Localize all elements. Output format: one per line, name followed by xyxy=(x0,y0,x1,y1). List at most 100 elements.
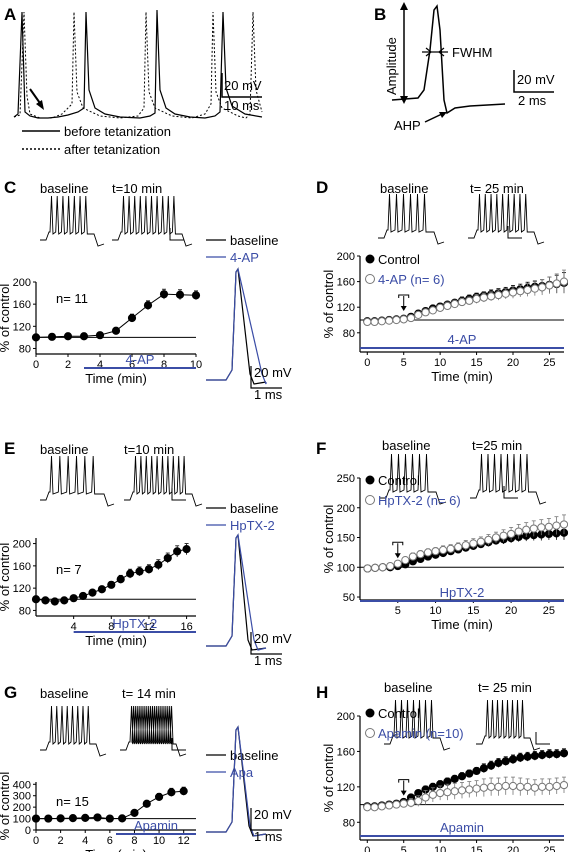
chart-f-series-1-point xyxy=(469,539,478,548)
chart-g-xtick-label: 2 xyxy=(58,835,64,847)
burst-g-treatment xyxy=(120,705,187,757)
chart-f: 50 100 150 200 250 5 10 15 20 25 Time (min) % of co… xyxy=(321,473,568,632)
chart-h-xtick-label: 5 xyxy=(401,845,407,852)
chart-d-legend-marker-1 xyxy=(365,254,375,264)
chart-d-xtick-label: 15 xyxy=(470,357,482,369)
chart-f-xtick-label: 5 xyxy=(395,605,401,617)
chart-f-drug-label: HpTX-2 xyxy=(440,585,485,600)
chart-e-xlabel: Time (min) xyxy=(85,633,147,648)
chart-g-series-0-point xyxy=(56,814,65,823)
chart-d-series-1-point xyxy=(545,281,554,290)
panel-d-trace-label-1: baseline xyxy=(380,181,428,196)
chart-d-xtick-label: 0 xyxy=(364,357,370,369)
amplitude-label: Amplitude xyxy=(384,37,399,95)
burst-h-baseline xyxy=(384,699,451,751)
chart-h-series-0-point xyxy=(487,761,496,770)
panel-g-n-label: n= 15 xyxy=(56,794,89,809)
chart-e-ylabel: % of control xyxy=(0,543,12,612)
chart-d-series-1-point xyxy=(443,301,452,311)
chart-e-series-0-point xyxy=(126,569,135,578)
chart-h-series-1-point xyxy=(545,782,554,791)
panel-f-burst-traces xyxy=(380,453,547,505)
panel-b-diagram: Amplitude FWHM AHP 20 mV 2 ms xyxy=(384,2,555,133)
panel-e-scale-h: 1 ms xyxy=(254,653,283,668)
chart-g-series-0-point xyxy=(142,799,151,808)
panel-a-traces: 20 mV 10 ms before tetanization after te… xyxy=(13,9,263,157)
panel-e-scale-bar xyxy=(250,632,282,655)
chart-h-series-1-point xyxy=(450,787,459,796)
panel-letter-e: E xyxy=(4,439,15,458)
chart-f-ylabel: % of control xyxy=(321,505,336,574)
chart-c-xtick-label: 6 xyxy=(129,359,135,371)
ap-g-treatment xyxy=(206,725,267,837)
chart-h-legend-marker-1 xyxy=(365,708,375,718)
panel-g-scale-v: 20 mV xyxy=(254,807,292,822)
chart-e-series-0-point xyxy=(173,547,182,556)
chart-d-series-1-point xyxy=(406,313,416,323)
chart-f-ytick-label: 150 xyxy=(337,533,355,545)
chart-h-series-1-point xyxy=(414,796,423,806)
chart-h-ytick-label: 160 xyxy=(337,746,355,758)
chart-g-xtick-label: 4 xyxy=(82,835,88,847)
chart-c-ytick-label: 200 xyxy=(13,277,31,289)
chart-e-ytick-label: 120 xyxy=(13,583,31,595)
chart-f-legend-text-1: Control xyxy=(378,473,420,488)
chart-h-tetanus-arrowhead xyxy=(400,790,407,796)
chart-h-drug-label: Apamin xyxy=(440,820,484,835)
chart-c-xlabel: Time (min) xyxy=(85,371,147,386)
chart-g-drug-label: Apamin xyxy=(134,818,178,833)
chart-f-series-1-point xyxy=(514,527,523,536)
chart-c-ylabel: % of control xyxy=(0,284,12,353)
chart-f-series-1-point xyxy=(552,521,561,530)
chart-d-xtick-label: 5 xyxy=(401,357,407,369)
chart-d-series-1-point xyxy=(436,303,445,312)
chart-h-ytick-label: 120 xyxy=(337,782,355,794)
chart-d-ytick-label: 120 xyxy=(337,302,355,314)
chart-d-series-1-point xyxy=(421,308,430,317)
panel-g-trace-label-1: baseline xyxy=(40,686,88,701)
chart-f-xtick-label: 10 xyxy=(429,605,441,617)
chart-e-ytick-label: 160 xyxy=(13,561,31,573)
panel-g-trace-label-2: t= 14 min xyxy=(122,686,176,701)
chart-d-drug-label: 4-AP xyxy=(448,332,477,347)
panel-c-trace-label-1: baseline xyxy=(40,181,88,196)
trace-after-tetanization xyxy=(13,11,263,119)
chart-f-series-1-point xyxy=(484,535,493,544)
panel-g-legend-2: Apa xyxy=(230,765,254,780)
chart-c-ytick-label: 120 xyxy=(13,321,31,333)
chart-g-ytick-label: 200 xyxy=(13,802,31,814)
chart-h-ytick-label: 200 xyxy=(337,711,355,723)
chart-c-drug-label: 4-AP xyxy=(126,352,155,367)
chart-d-series-1-point xyxy=(472,294,481,303)
chart-h-series-1-point xyxy=(399,799,408,808)
chart-d-legend-text-1: Control xyxy=(378,252,420,267)
panel-c-scale-v: 20 mV xyxy=(254,365,292,380)
chart-h-series-1-point xyxy=(443,788,452,797)
chart-f-series-1-point xyxy=(544,522,553,531)
chart-g-xlabel: Time (min) xyxy=(85,847,147,852)
panel-c-legend-1: baseline xyxy=(230,233,278,248)
chart-e-series-0-point xyxy=(50,597,59,606)
chart-h-series-0-point xyxy=(559,749,568,758)
chart-d-ytick-label: 80 xyxy=(343,328,355,340)
panel-e-n-label: n= 7 xyxy=(56,562,82,577)
chart-f-ytick-label: 50 xyxy=(343,592,355,604)
chart-h-legend-text-1: Control xyxy=(378,706,420,721)
chart-h-series-1-point xyxy=(559,780,568,790)
chart-d-series-1-point xyxy=(508,288,518,297)
chart-c-series-0-point xyxy=(143,301,153,310)
chart-f-series-1-point xyxy=(416,550,425,559)
scale-bar-a xyxy=(221,73,262,98)
chart-d-series-1-point xyxy=(428,306,437,315)
chart-d-series-1-point xyxy=(530,284,539,293)
chart-d-legend-text-2: 4-AP (n= 6) xyxy=(378,272,445,287)
burst-f-scale xyxy=(503,486,518,499)
chart-e-series-0-point xyxy=(116,575,125,584)
panel-c-n-label: n= 11 xyxy=(56,291,88,306)
chart-h-series-0-point xyxy=(457,772,467,781)
chart-e-series-0-point xyxy=(41,596,50,605)
panel-e-legend-1: baseline xyxy=(230,501,278,516)
amplitude-arrow-top xyxy=(400,2,408,10)
chart-h-series-1-point xyxy=(552,781,561,791)
